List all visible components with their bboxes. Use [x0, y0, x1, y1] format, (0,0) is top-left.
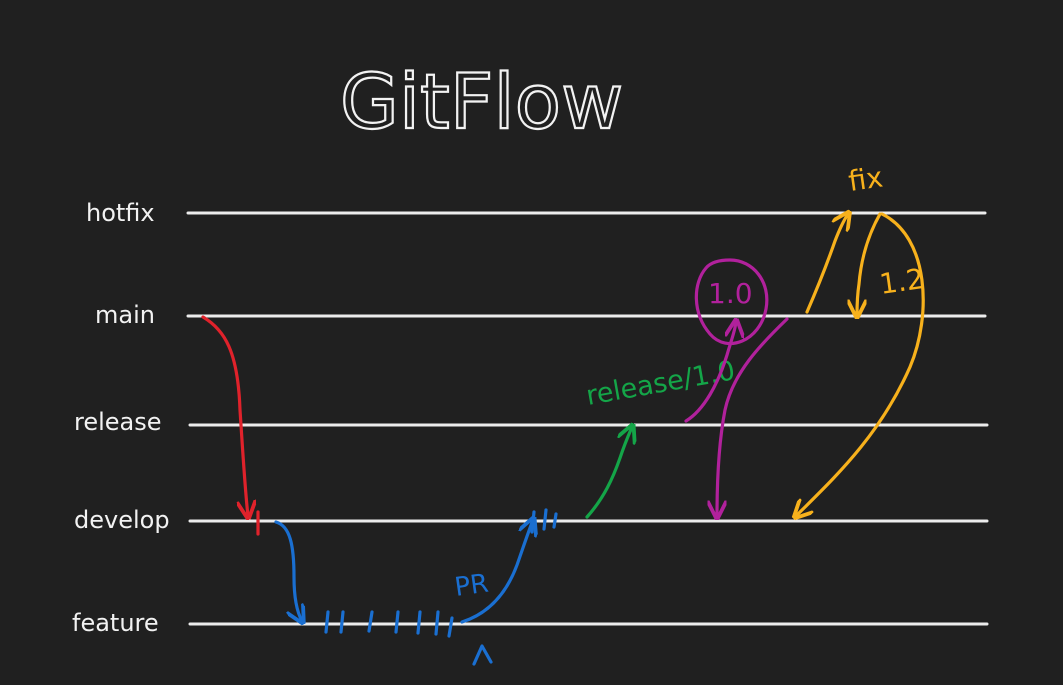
pr-label: PR [453, 569, 491, 603]
pr-caret-mark [472, 644, 493, 666]
version-circle-main [694, 258, 769, 346]
develop-to-feature-arrow [274, 520, 302, 621]
lane-label-release: release [74, 408, 162, 436]
main-to-develop-arrow [201, 315, 248, 516]
hotfix-fix-label: fix [846, 160, 884, 197]
hotfix-to-develop-arrow [796, 212, 925, 516]
release-to-main-arrow [684, 322, 736, 423]
develop-merge-ticks [530, 508, 558, 534]
lane-label-feature: feature [72, 609, 159, 637]
feature-to-develop-pr-arrow [460, 520, 533, 624]
lane-label-develop: develop [74, 506, 170, 534]
diagram-title: GitFlow [340, 57, 623, 146]
main-version-label: 1.0 [708, 277, 753, 310]
hotfix-to-main-arrow [857, 212, 882, 315]
develop-to-release-arrow [585, 427, 632, 519]
lane-label-hotfix: hotfix [86, 199, 155, 227]
main-to-develop-arrow-magenta [717, 317, 789, 516]
hotfix-version-label: 1.2 [877, 262, 926, 301]
lane-label-main: main [95, 301, 155, 329]
feature-commit-ticks [324, 610, 454, 638]
main-to-hotfix-arrow [805, 214, 848, 314]
